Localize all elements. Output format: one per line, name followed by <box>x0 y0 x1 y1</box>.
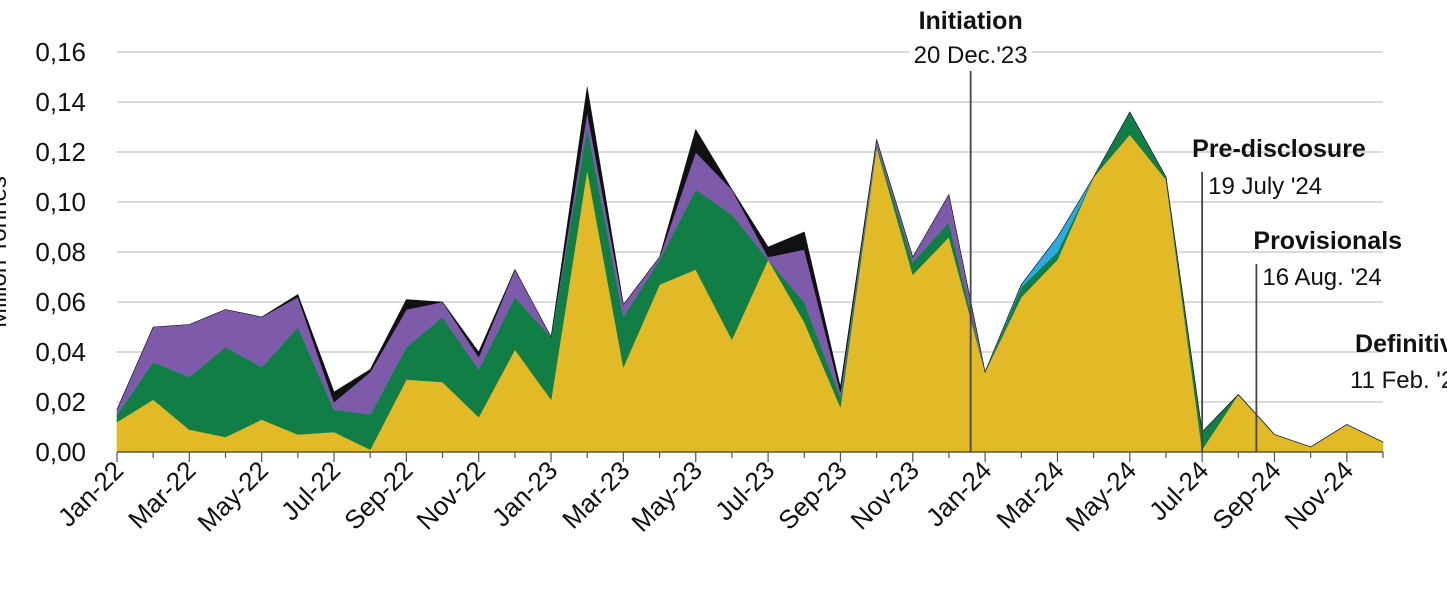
x-tick-label: Sep-24 <box>1206 455 1286 535</box>
x-tick-label: Sep-23 <box>772 455 852 535</box>
area-series-5-black <box>116 86 1384 448</box>
axes <box>116 451 1384 462</box>
y-tick-label: 0,06 <box>35 287 86 317</box>
y-tick-labels: 0,00 0,02 0,04 0,06 0,08 0,10 0,12 0,14 0,16 <box>35 37 86 467</box>
y-tick-label: 0,12 <box>35 137 86 167</box>
y-tick-label: 0,16 <box>35 37 86 67</box>
x-tick-label: May-24 <box>1060 455 1143 538</box>
x-tick-label: Jan-24 <box>920 455 997 532</box>
annotation-date: 20 Dec.'23 <box>914 42 1028 69</box>
y-tick-label: 0,00 <box>35 437 86 467</box>
annotation-title: Definitive <box>1355 330 1447 358</box>
x-tick-label: Mar-22 <box>122 455 201 534</box>
x-tick-label: May-23 <box>625 455 708 538</box>
y-axis-label: Million Tonnes <box>0 176 12 328</box>
area-series <box>116 86 1384 453</box>
annotation-date: 19 July '24 <box>1208 173 1322 200</box>
x-tick-label: Mar-24 <box>990 455 1069 534</box>
x-tick-label: Jan-23 <box>486 455 563 532</box>
annotation-date: 16 Aug. '24 <box>1262 264 1381 291</box>
y-tick-label: 0,02 <box>35 387 86 417</box>
y-tick-label: 0,08 <box>35 237 86 267</box>
event-annotations: Initiation 20 Dec.'23 Pre-disclosure 19 Jul… <box>909 7 1447 452</box>
x-tick-label: Nov-23 <box>845 455 925 535</box>
annotation-title: Pre-disclosure <box>1192 135 1366 163</box>
x-tick-label: Jul-24 <box>1143 455 1214 526</box>
x-tick-label: Nov-22 <box>410 455 490 535</box>
x-tick-label: Jul-22 <box>275 455 346 526</box>
annotation-title: Provisionals <box>1253 227 1402 255</box>
x-tick-label: Sep-22 <box>338 455 418 535</box>
y-tick-label: 0,14 <box>35 87 86 117</box>
x-tick-label: May-22 <box>191 455 274 538</box>
y-tick-label: 0,04 <box>35 337 86 367</box>
x-tick-label: Jul-23 <box>709 455 780 526</box>
annotation-date: 11 Feb. '25 <box>1350 367 1447 394</box>
x-tick-label: Nov-24 <box>1279 455 1359 535</box>
annotation-title: Initiation <box>919 7 1023 35</box>
annotation-date-background <box>909 40 1032 71</box>
x-tick-label: Mar-23 <box>556 455 635 534</box>
y-tick-label: 0,10 <box>35 187 86 217</box>
